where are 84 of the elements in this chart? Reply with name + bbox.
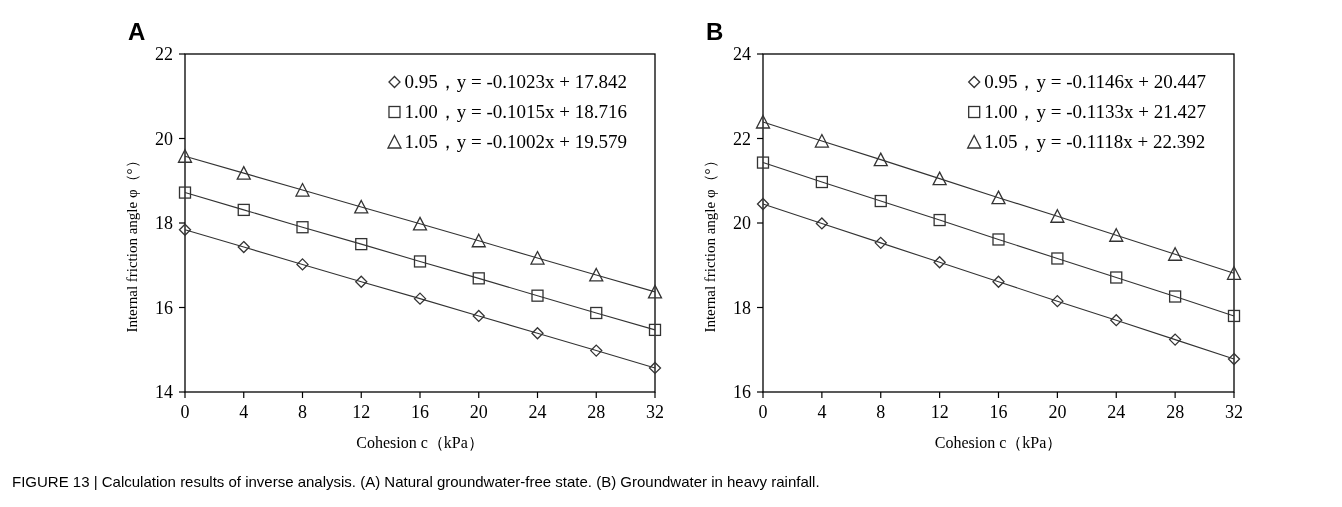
- point: [236, 166, 251, 180]
- point: [648, 323, 662, 337]
- x-axis-title: Cohesion c（kPa）: [356, 434, 484, 451]
- point: [815, 175, 829, 189]
- x-tick-label: 4: [239, 402, 249, 422]
- legend-label: 1.05，y = -0.1118x + 22.392: [984, 131, 1206, 152]
- point: [177, 149, 193, 163]
- legend-label: 1.00，y = -0.1133x + 21.427: [984, 101, 1206, 122]
- point: [932, 171, 947, 186]
- x-tick-label: 4: [817, 402, 827, 422]
- y-tick-label: 18: [733, 297, 751, 318]
- point: [589, 267, 604, 282]
- point: [874, 194, 887, 208]
- legend-label: 0.95，y = -0.1023x + 17.842: [404, 71, 627, 92]
- x-tick-label: 16: [989, 402, 1008, 422]
- point: [1226, 266, 1242, 280]
- point: [471, 233, 486, 248]
- legend-label: 1.00，y = -0.1015x + 18.716: [404, 101, 627, 122]
- point: [1168, 290, 1182, 303]
- point: [755, 114, 771, 129]
- x-tick-label: 0: [758, 402, 768, 422]
- chart-title: A: [128, 18, 146, 45]
- point: [296, 221, 309, 234]
- x-tick-label: 28: [587, 402, 606, 422]
- y-tick-label: 16: [733, 382, 751, 402]
- x-tick-label: 0: [180, 402, 190, 422]
- point: [472, 272, 485, 285]
- caption: FIGURE 13 | Calculation results of inverse analysis. (A) Natural groundwater-free state. (B) Groundwater in heavy rainfall.: [12, 473, 820, 490]
- chart-title: B: [706, 18, 724, 45]
- x-tick-label: 12: [930, 402, 949, 422]
- point: [413, 255, 427, 268]
- point: [1227, 309, 1241, 323]
- x-tick-label: 20: [1048, 402, 1067, 422]
- point: [756, 197, 770, 211]
- point: [933, 213, 946, 227]
- point: [295, 182, 310, 197]
- point: [756, 156, 770, 169]
- point: [355, 237, 368, 251]
- point: [873, 152, 888, 167]
- y-tick-label: 16: [155, 297, 173, 318]
- point: [237, 203, 250, 217]
- x-axis-title: Cohesion c（kPa）: [934, 434, 1063, 451]
- point: [1050, 209, 1065, 223]
- point: [647, 284, 663, 299]
- point: [991, 190, 1006, 205]
- point: [1167, 247, 1183, 261]
- y-axis-title: Internal friction angle φ（°）: [702, 153, 718, 333]
- x-tick-label: 12: [352, 402, 371, 422]
- point: [1110, 271, 1123, 284]
- y-tick-label: 20: [733, 213, 751, 233]
- y-tick-label: 20: [155, 128, 173, 149]
- point: [933, 256, 946, 269]
- point: [1110, 314, 1123, 327]
- point: [354, 199, 369, 214]
- x-tick-label: 20: [469, 402, 488, 422]
- x-tick-label: 16: [411, 402, 429, 422]
- point: [412, 216, 428, 231]
- point: [1051, 252, 1064, 265]
- x-tick-label: 24: [1107, 402, 1126, 422]
- point: [1227, 352, 1241, 366]
- legend-label: 0.95，y = -0.1146x + 20.447: [984, 71, 1206, 92]
- point: [1109, 228, 1124, 242]
- point: [178, 186, 192, 199]
- point: [648, 361, 662, 375]
- point: [814, 133, 830, 148]
- x-tick-label: 28: [1166, 402, 1185, 422]
- y-tick-label: 18: [155, 213, 173, 233]
- x-tick-label: 8: [298, 402, 307, 422]
- y-axis-title: Internal friction angle φ（°）: [124, 153, 140, 333]
- point: [531, 289, 544, 302]
- point: [296, 258, 309, 271]
- point: [355, 275, 368, 288]
- x-tick-label: 8: [876, 402, 886, 422]
- x-tick-label: 32: [1225, 402, 1243, 422]
- y-tick-label: 22: [733, 128, 751, 149]
- y-tick-label: 14: [155, 382, 173, 402]
- point: [530, 250, 545, 265]
- point: [590, 306, 603, 320]
- point: [992, 233, 1005, 246]
- x-tick-label: 32: [646, 402, 664, 422]
- y-tick-label: 22: [155, 44, 173, 64]
- x-tick-label: 24: [528, 402, 547, 422]
- y-tick-label: 24: [733, 44, 751, 64]
- legend-label: 1.05，y = -0.1002x + 19.579: [404, 131, 627, 152]
